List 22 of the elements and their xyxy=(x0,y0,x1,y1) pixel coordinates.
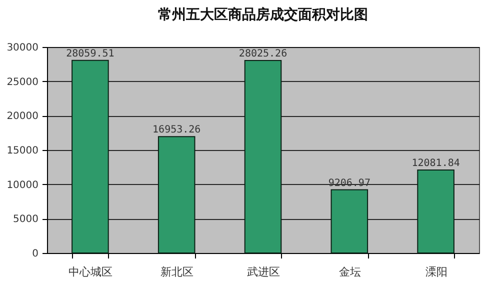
x-tick-label: 武进区 xyxy=(247,266,280,278)
x-tick-label: 新北区 xyxy=(160,266,194,278)
y-tick-label: 25000 xyxy=(6,76,38,88)
bar xyxy=(330,189,368,254)
y-tick-label: 0 xyxy=(32,248,38,260)
y-tick-label: 20000 xyxy=(6,111,38,122)
x-tick-label: 中心城区 xyxy=(68,266,113,278)
y-tick-label: 30000 xyxy=(6,42,38,54)
data-label: 12081.84 xyxy=(412,158,460,170)
data-label: 16953.26 xyxy=(152,124,201,136)
x-tick-label: 金坛 xyxy=(338,266,361,278)
bar xyxy=(158,136,196,254)
y-tick-label: 15000 xyxy=(6,146,38,156)
data-label: 28025.26 xyxy=(238,48,288,60)
chart-title: 常州五大区商品房成交面积对比图 xyxy=(158,6,368,23)
y-tick-label: 10000 xyxy=(6,180,38,191)
data-label: 28059.51 xyxy=(66,48,114,60)
y-tick-label: 5000 xyxy=(13,214,38,226)
bar xyxy=(417,170,454,254)
x-tick-label: 溧阳 xyxy=(425,266,448,278)
bar xyxy=(244,60,282,254)
bar xyxy=(72,60,109,254)
